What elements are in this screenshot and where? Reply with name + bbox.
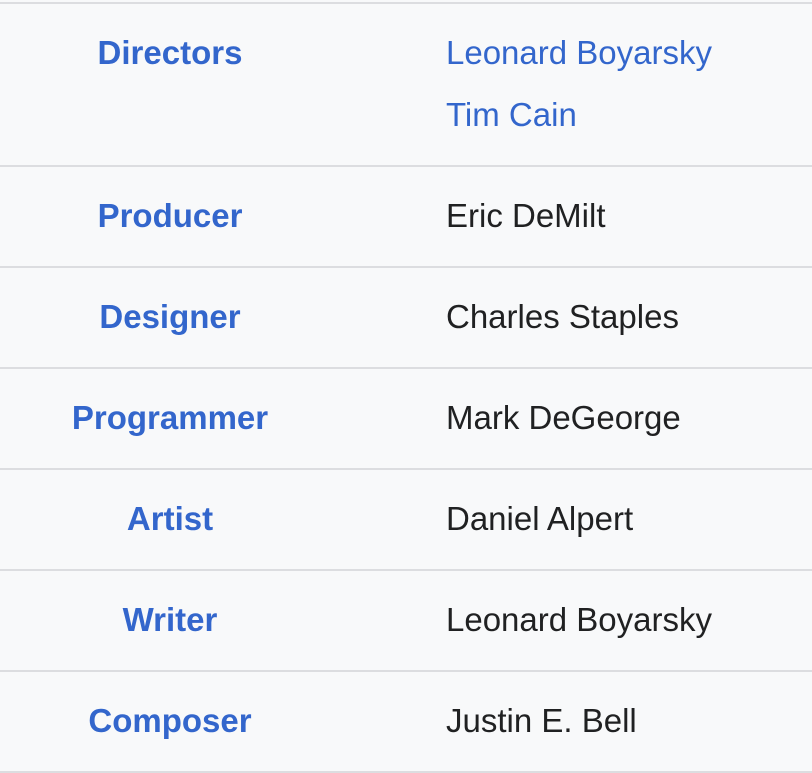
role-values: Justin E. Bell — [340, 690, 637, 752]
person-name: Eric DeMilt — [446, 197, 606, 234]
role-label: Producer — [97, 197, 243, 234]
credit-row-directors: Directors Leonard Boyarsky Tim Cain — [0, 4, 812, 167]
person-name: Leonard Boyarsky — [446, 601, 712, 638]
role-label: Composer — [88, 702, 252, 739]
role-values: Charles Staples — [340, 286, 679, 348]
role-values: Leonard Boyarsky Tim Cain — [340, 22, 712, 146]
role-label: Writer — [122, 601, 218, 638]
role-label: Artist — [126, 500, 214, 537]
credit-row-writer: Writer Leonard Boyarsky — [0, 571, 812, 672]
role-values: Mark DeGeorge — [340, 387, 681, 449]
role-label: Designer — [99, 298, 241, 335]
person-link[interactable]: Leonard Boyarsky — [446, 34, 712, 71]
role-values: Leonard Boyarsky — [340, 589, 712, 651]
role-label: Programmer — [71, 399, 269, 436]
role-values: Daniel Alpert — [340, 488, 633, 550]
person-link[interactable]: Tim Cain — [446, 96, 577, 133]
person-name: Mark DeGeorge — [446, 399, 681, 436]
role-values: Eric DeMilt — [340, 185, 606, 247]
person-name: Daniel Alpert — [446, 500, 634, 537]
credit-row-composer: Composer Justin E. Bell — [0, 672, 812, 773]
credit-row-programmer: Programmer Mark DeGeorge — [0, 369, 812, 470]
credit-row-designer: Designer Charles Staples — [0, 268, 812, 369]
role-label: Directors — [97, 34, 243, 71]
credit-row-producer: Producer Eric DeMilt — [0, 167, 812, 268]
person-name: Charles Staples — [446, 298, 679, 335]
credit-row-artist: Artist Daniel Alpert — [0, 470, 812, 571]
person-name: Justin E. Bell — [446, 702, 637, 739]
